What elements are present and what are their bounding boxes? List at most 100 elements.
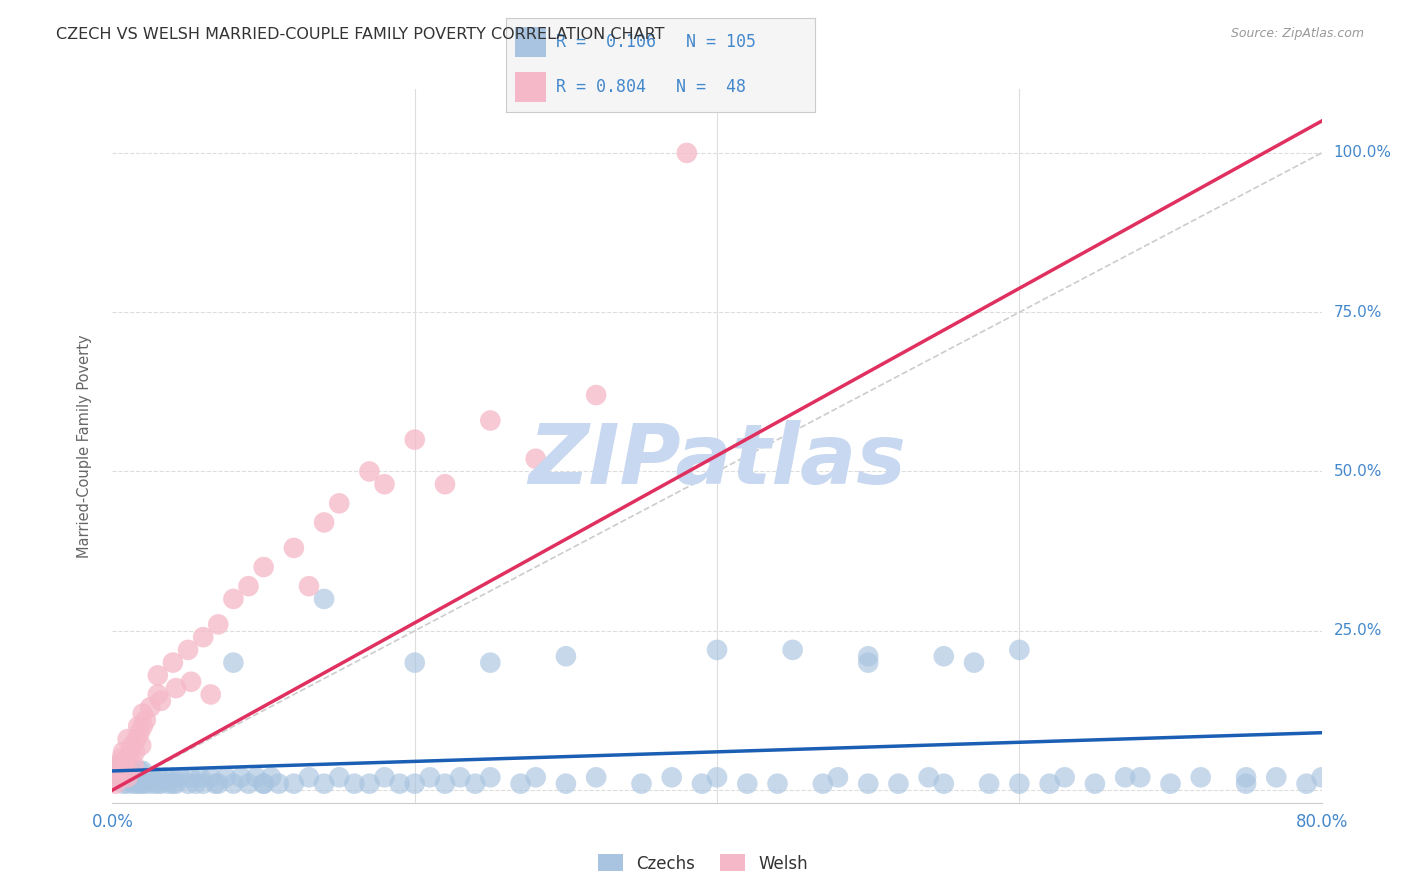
- Point: [314, 591, 336, 606]
- Point: [117, 751, 139, 765]
- Legend: Czechs, Welsh: Czechs, Welsh: [592, 847, 814, 880]
- Point: [169, 770, 191, 784]
- Point: [1295, 777, 1317, 791]
- Point: [253, 777, 276, 791]
- Point: [374, 770, 396, 784]
- Point: [200, 688, 222, 702]
- Point: [146, 770, 169, 784]
- Point: [124, 770, 146, 784]
- Point: [661, 770, 683, 784]
- Point: [104, 770, 127, 784]
- Point: [524, 451, 547, 466]
- Point: [404, 656, 426, 670]
- Point: [188, 770, 211, 784]
- Point: [117, 770, 139, 784]
- Point: [110, 751, 132, 765]
- Point: [127, 770, 149, 784]
- Point: [1310, 770, 1333, 784]
- Point: [108, 770, 131, 784]
- Point: [706, 643, 728, 657]
- Point: [1038, 777, 1062, 791]
- Point: [1008, 777, 1031, 791]
- Point: [433, 477, 456, 491]
- Point: [253, 777, 276, 791]
- Point: [115, 764, 138, 778]
- Point: [139, 770, 162, 784]
- Point: [222, 777, 245, 791]
- Point: [115, 764, 138, 778]
- Point: [585, 770, 607, 784]
- Point: [127, 719, 149, 733]
- Point: [191, 777, 214, 791]
- Point: [125, 732, 148, 747]
- Point: [1265, 770, 1288, 784]
- Point: [343, 777, 366, 791]
- Point: [419, 770, 441, 784]
- Point: [811, 777, 834, 791]
- Point: [105, 770, 128, 784]
- Point: [245, 770, 267, 784]
- Point: [162, 777, 184, 791]
- Point: [132, 719, 155, 733]
- Point: [766, 777, 789, 791]
- FancyBboxPatch shape: [516, 28, 547, 57]
- Point: [105, 764, 128, 778]
- Point: [129, 739, 152, 753]
- Point: [146, 668, 169, 682]
- Point: [464, 777, 486, 791]
- Point: [690, 777, 713, 791]
- Point: [104, 777, 127, 791]
- Text: R =  0.106   N = 105: R = 0.106 N = 105: [555, 33, 755, 51]
- Point: [238, 777, 260, 791]
- Point: [108, 757, 131, 772]
- Point: [135, 770, 157, 784]
- Point: [856, 777, 880, 791]
- Point: [117, 770, 139, 784]
- Point: [283, 777, 305, 791]
- Point: [132, 706, 155, 721]
- Point: [328, 496, 350, 510]
- Point: [165, 777, 187, 791]
- Point: [215, 770, 238, 784]
- Point: [122, 777, 145, 791]
- Point: [253, 560, 276, 574]
- Point: [132, 770, 155, 784]
- Point: [782, 643, 804, 657]
- Point: [554, 649, 576, 664]
- Text: 50.0%: 50.0%: [1334, 464, 1382, 479]
- Point: [404, 433, 426, 447]
- Point: [146, 688, 169, 702]
- Point: [267, 777, 290, 791]
- FancyBboxPatch shape: [516, 72, 547, 103]
- Point: [114, 757, 136, 772]
- Point: [157, 777, 180, 791]
- Point: [191, 630, 214, 644]
- Point: [932, 649, 955, 664]
- Point: [298, 770, 321, 784]
- Point: [117, 732, 139, 747]
- Y-axis label: Married-Couple Family Poverty: Married-Couple Family Poverty: [77, 334, 91, 558]
- Point: [180, 770, 202, 784]
- Point: [524, 770, 547, 784]
- Point: [121, 739, 143, 753]
- Point: [112, 745, 135, 759]
- Point: [222, 656, 245, 670]
- Point: [122, 757, 145, 772]
- Point: [479, 413, 502, 427]
- Point: [132, 777, 155, 791]
- Text: CZECH VS WELSH MARRIED-COUPLE FAMILY POVERTY CORRELATION CHART: CZECH VS WELSH MARRIED-COUPLE FAMILY POV…: [56, 27, 665, 42]
- Point: [165, 681, 187, 695]
- Point: [207, 617, 229, 632]
- Point: [328, 770, 350, 784]
- Point: [1189, 770, 1212, 784]
- Point: [509, 777, 531, 791]
- Point: [107, 764, 129, 778]
- Text: 25.0%: 25.0%: [1334, 624, 1382, 639]
- Point: [918, 770, 941, 784]
- Point: [1114, 770, 1136, 784]
- Point: [184, 777, 207, 791]
- Point: [449, 770, 471, 784]
- Point: [1159, 777, 1181, 791]
- Point: [200, 770, 222, 784]
- Point: [177, 643, 200, 657]
